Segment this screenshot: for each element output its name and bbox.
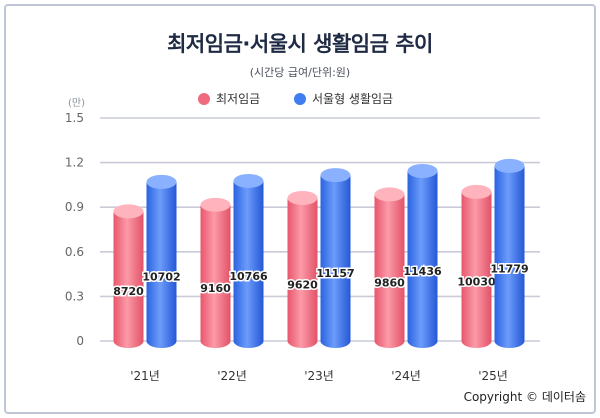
bar-top-living-wage [494, 158, 525, 173]
x-tick-label: '24년 [391, 369, 421, 383]
legend-label-min-wage: 최저임금 [216, 92, 261, 106]
data-label: 11157 [316, 267, 354, 280]
legend-label-living-wage: 서울형 생활임금 [312, 92, 394, 106]
bar-top-min-wage [461, 184, 492, 199]
legend-swatch-living-wage [294, 92, 306, 105]
bar-top-min-wage [374, 187, 405, 202]
data-label: 9160 [200, 282, 231, 295]
y-tick-label: 0 [76, 334, 84, 348]
legend-item-min-wage: 최저임금 [198, 90, 260, 107]
bar-top-living-wage [320, 168, 351, 183]
x-tick-label: '21년 [130, 369, 160, 383]
bar-top-min-wage [113, 204, 144, 219]
y-axis-unit: (만) [68, 98, 86, 109]
x-tick-label: '25년 [478, 369, 508, 383]
bar-living-wage [146, 181, 177, 348]
data-label: 9620 [287, 278, 318, 291]
bar-living-wage [320, 175, 351, 348]
legend: 최저임금 서울형 생활임금 [0, 90, 600, 108]
bar-min-wage [461, 191, 492, 348]
data-label: 11436 [403, 265, 442, 278]
data-label: 11779 [490, 262, 528, 275]
data-label: 9860 [374, 277, 405, 290]
y-tick-label: 0.9 [65, 200, 84, 214]
legend-swatch-min-wage [198, 92, 210, 105]
data-label: 10702 [142, 270, 180, 283]
bar-min-wage [113, 211, 144, 348]
copyright-text: Copyright © 데이터솜 [463, 390, 586, 404]
data-label: 8720 [113, 285, 144, 298]
bar-min-wage [200, 204, 231, 348]
y-tick-label: 1.2 [65, 156, 84, 170]
y-tick-label: 0.3 [65, 289, 84, 303]
x-tick-label: '23년 [304, 369, 334, 383]
y-tick-label: 0.6 [65, 245, 84, 259]
bar-top-living-wage [146, 174, 177, 189]
legend-item-living-wage: 서울형 생활임금 [294, 90, 393, 107]
chart-title: 최저임금·서울시 생활임금 추이 [167, 32, 433, 56]
x-tick-label: '22년 [217, 369, 247, 383]
bar-top-min-wage [287, 190, 318, 205]
data-label: 10030 [457, 275, 496, 288]
bar-top-living-wage [233, 173, 264, 188]
bar-top-min-wage [200, 197, 231, 212]
data-label: 10766 [229, 270, 268, 283]
chart-subtitle: (시간당 급여/단위:원) [249, 66, 351, 79]
bar-min-wage [287, 197, 318, 348]
y-tick-label: 1.5 [65, 111, 84, 125]
bar-top-living-wage [407, 163, 438, 178]
bar-min-wage [374, 194, 405, 348]
bar-living-wage [407, 170, 438, 348]
bar-living-wage [233, 180, 264, 348]
bar-living-wage [494, 165, 525, 348]
